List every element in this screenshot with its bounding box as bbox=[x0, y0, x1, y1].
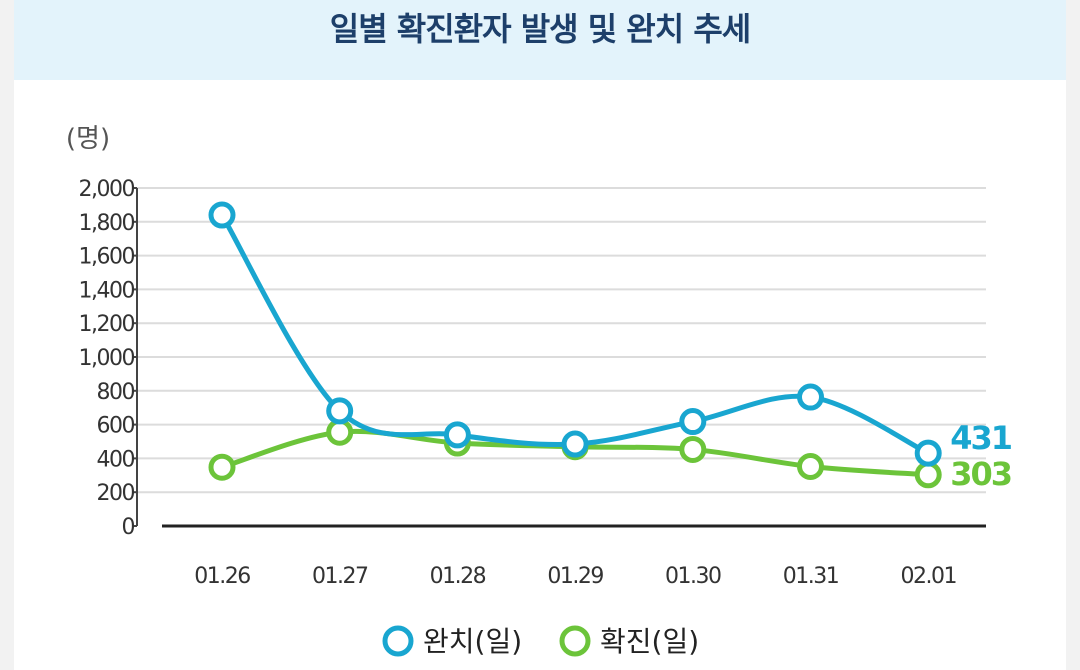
x-tick-label: 01.30 bbox=[665, 564, 721, 589]
end-value-label-confirmed: 303 bbox=[950, 455, 1011, 493]
chart-card: 일별 확진환자 발생 및 완치 추세 bbox=[14, 0, 1066, 670]
legend-label: 완치(일) bbox=[423, 625, 522, 658]
y-tick-label: 2,000 bbox=[79, 177, 135, 202]
data-point-recovered bbox=[797, 383, 824, 411]
y-tick-label: 0 bbox=[122, 515, 135, 540]
legend-marker bbox=[559, 625, 591, 657]
end-value-label-recovered: 431 bbox=[950, 419, 1012, 457]
y-tick-label: 200 bbox=[97, 481, 135, 506]
x-tick-label: 02.01 bbox=[900, 564, 955, 589]
legend-label: 확진(일) bbox=[600, 625, 699, 658]
y-tick-label: 600 bbox=[97, 414, 135, 439]
data-point-recovered bbox=[561, 430, 589, 458]
chart-header: 일별 확진환자 발생 및 완치 추세 bbox=[14, 0, 1066, 80]
data-point-recovered bbox=[208, 201, 236, 229]
y-axis-unit-label: (명) bbox=[66, 124, 110, 154]
y-tick-label: 1,000 bbox=[79, 346, 135, 371]
data-point-confirmed bbox=[208, 453, 236, 481]
y-tick-label: 1,800 bbox=[79, 211, 135, 236]
legend-marker bbox=[382, 625, 414, 657]
y-tick-label: 400 bbox=[97, 447, 135, 472]
y-tick-label: 1,600 bbox=[79, 245, 135, 270]
y-tick-label: 1,400 bbox=[79, 278, 135, 303]
data-point-confirmed bbox=[679, 435, 707, 463]
y-tick-label: 800 bbox=[97, 380, 135, 405]
chart-title: 일별 확진환자 발생 및 완치 추세 bbox=[329, 10, 751, 48]
y-tick-label: 1,200 bbox=[79, 312, 135, 337]
data-point-recovered bbox=[443, 421, 471, 449]
data-point-recovered bbox=[679, 408, 707, 436]
data-point-recovered bbox=[914, 439, 942, 467]
x-tick-label: 01.27 bbox=[312, 564, 368, 589]
x-tick-label: 01.29 bbox=[547, 564, 603, 589]
data-point-confirmed bbox=[914, 461, 942, 489]
x-tick-label: 01.31 bbox=[783, 564, 838, 589]
data-point-confirmed bbox=[797, 453, 824, 481]
x-tick-label: 01.28 bbox=[430, 564, 486, 589]
data-point-recovered bbox=[326, 397, 354, 425]
x-tick-label: 01.26 bbox=[194, 564, 250, 589]
data-point-confirmed bbox=[326, 418, 354, 446]
